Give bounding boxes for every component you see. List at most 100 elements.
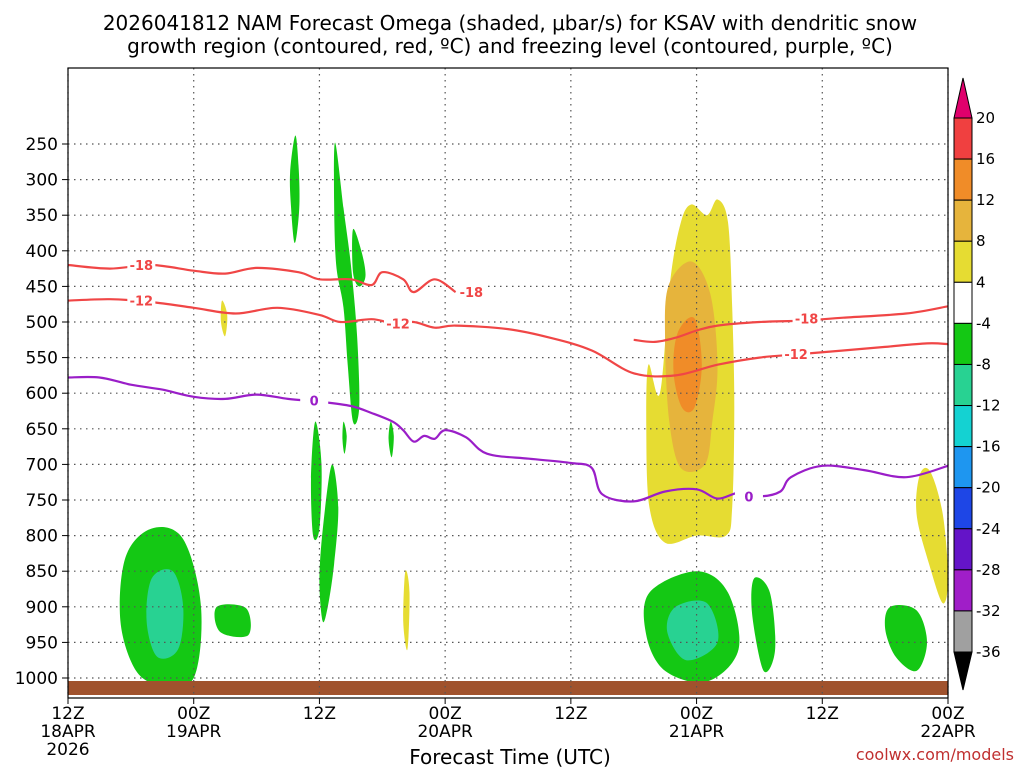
y-tick-label-550: 550	[26, 349, 58, 369]
contour-label: -12	[386, 317, 410, 332]
y-tick-label-700: 700	[26, 455, 58, 475]
colorbar-label: 8	[976, 232, 986, 250]
y-tick-label-300: 300	[26, 171, 58, 191]
temperature-contours: -18 -18 -18 -12 -12 -12 0 0	[68, 257, 948, 505]
contour-label-bg	[457, 284, 486, 300]
contour-label-bg	[127, 257, 156, 273]
x-tick-label: 20APR	[417, 722, 473, 742]
contour-dgz-top	[68, 263, 457, 294]
colorbar-label: -36	[976, 643, 1001, 661]
contour-label: -18	[130, 259, 154, 274]
ground-terrain-band	[68, 681, 948, 695]
green-blob-2	[214, 604, 251, 638]
colorbar-swatch	[953, 569, 973, 612]
contour-label: -12	[130, 295, 154, 310]
x-tick-label: 00Z	[429, 704, 462, 724]
colorbar-label: 4	[976, 273, 986, 291]
x-tick-label: 12Z	[303, 704, 336, 724]
colorbar-label: -32	[976, 602, 1001, 620]
colorbar-swatch	[953, 117, 973, 160]
colorbar-swatch	[953, 363, 973, 407]
colorbar-label: -24	[976, 520, 1001, 538]
colorbar-bottom-arrow	[953, 651, 973, 691]
colorbar-label: -28	[976, 561, 1001, 579]
contour-freezing-level	[68, 375, 948, 503]
colorbar-label: 20	[976, 109, 995, 127]
contour-label: 0	[744, 490, 753, 505]
green-blob-5	[884, 605, 927, 672]
x-tick-label: 21APR	[669, 722, 725, 742]
contour-label-bg	[734, 488, 763, 504]
colorbar-top-arrow	[953, 77, 973, 119]
contour-label-bg	[127, 292, 156, 308]
omega-shaded-areas	[119, 135, 948, 687]
contour-label-bg	[782, 346, 811, 362]
green-col-6	[342, 421, 347, 454]
colorbar-label: 12	[976, 191, 995, 209]
x-tick-label: 19APR	[166, 722, 222, 742]
green-col-2	[333, 142, 360, 425]
contour-label-bg	[792, 310, 821, 326]
contour-label: -18	[795, 312, 819, 327]
x-tick-label: 00Z	[931, 704, 964, 724]
chart-title-line-2: growth region (contoured, red, ºC) and f…	[127, 34, 893, 58]
y-tick-label-850: 850	[26, 562, 58, 582]
orange-core	[673, 316, 702, 413]
chart-title-line-1: 2026041812 NAM Forecast Omega (shaded, μ…	[103, 11, 917, 35]
y-tick-label-800: 800	[26, 527, 58, 547]
contour-label: -18	[460, 286, 484, 301]
x-tick-label: 00Z	[177, 704, 210, 724]
colorbar-label: -12	[976, 397, 1001, 415]
colorbar-swatch	[953, 610, 973, 653]
y-tick-label-600: 600	[26, 384, 58, 404]
x-tick-label: 18APR	[40, 722, 96, 742]
colorbar-label: -20	[976, 479, 1001, 497]
colorbar-swatch	[953, 528, 973, 571]
y-tick-label-500: 500	[26, 313, 58, 333]
colorbar-label: 16	[976, 150, 995, 168]
x-tick-label: 22APR	[920, 722, 976, 742]
colorbar-swatch	[953, 322, 973, 365]
plot-frame	[67, 67, 949, 699]
green-blob-4	[751, 577, 776, 673]
colorbar-swatch	[953, 281, 973, 324]
colorbar-swatch	[953, 405, 973, 448]
x-tick-label: 12Z	[806, 704, 839, 724]
colorbar-swatch	[953, 158, 973, 201]
y-tick-label-900: 900	[26, 598, 58, 618]
colorbar: 20 16 12 8 4 -4 -8 -12 -16 -20 -24 -28 -32 -36	[953, 77, 1001, 691]
y-tick-label-650: 650	[26, 420, 58, 440]
contour-label: -12	[784, 348, 808, 363]
contour-label-bg	[300, 392, 329, 408]
y-tick-label-250: 250	[26, 135, 58, 155]
y-tick-label-450: 450	[26, 277, 58, 297]
colorbar-label: -16	[976, 438, 1001, 456]
credit-text: coolwx.com/models	[856, 745, 1014, 764]
green-col-3	[352, 228, 366, 287]
colorbar-swatch	[953, 240, 973, 283]
teal-blob-2	[666, 600, 719, 661]
x-tick-label: 12Z	[554, 704, 587, 724]
green-col-5	[319, 464, 339, 623]
y-axis: 250 300 350 400 450 500 550 600 650 700 750 800 850 9…	[15, 135, 68, 689]
teal-blob-1	[146, 569, 184, 659]
y-tick-label-400: 400	[26, 242, 58, 262]
green-col-4	[310, 421, 322, 541]
x-tick-label: 2026	[46, 740, 89, 760]
y-tick-label-350: 350	[26, 206, 58, 226]
contour-dgz-top-east	[633, 305, 948, 344]
colorbar-swatch	[953, 487, 973, 530]
yellow-blob-small-2	[403, 570, 410, 651]
contour-label: 0	[310, 394, 319, 409]
yellow-blob-small-1	[220, 300, 228, 337]
colorbar-swatch	[953, 446, 973, 489]
y-tick-label-750: 750	[26, 491, 58, 511]
contour-label-bg	[384, 315, 412, 331]
x-tick-label: 00Z	[680, 704, 713, 724]
x-axis-title: Forecast Time (UTC)	[409, 745, 611, 768]
x-tick-label: 12Z	[51, 704, 84, 724]
y-tick-label-950: 950	[26, 633, 58, 653]
green-col-1	[289, 135, 300, 244]
